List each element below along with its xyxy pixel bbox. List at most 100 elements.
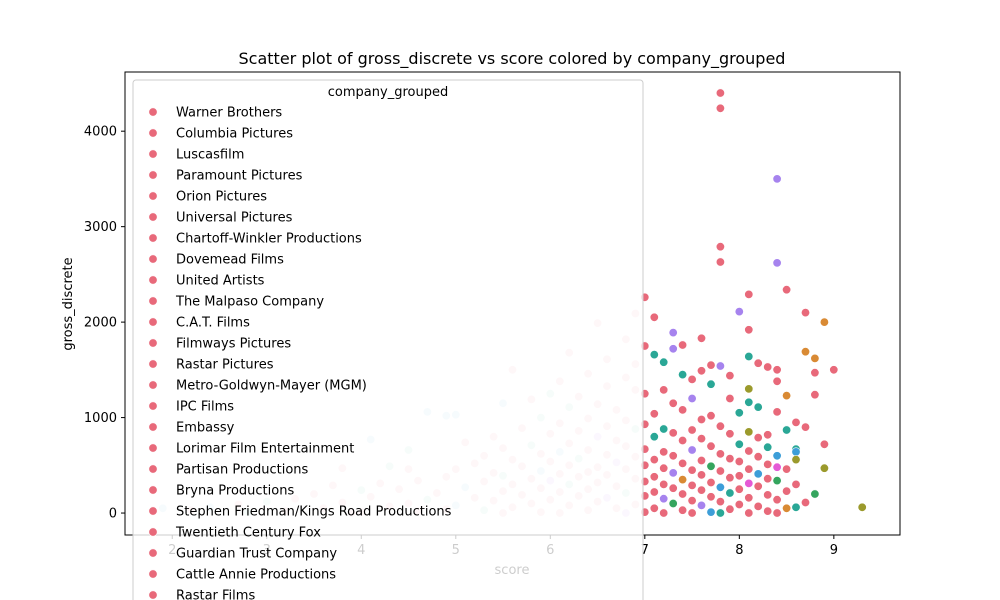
data-point [744, 289, 754, 299]
legend-marker [148, 590, 158, 600]
data-point [725, 504, 735, 514]
data-point [687, 425, 697, 435]
legend-entry-label: Cattle Annie Productions [176, 568, 336, 583]
data-point [791, 455, 801, 465]
legend-marker [148, 107, 158, 117]
data-point [810, 368, 820, 378]
data-point [715, 466, 725, 476]
data-point [772, 258, 782, 268]
y-tick-label: 3000 [84, 220, 117, 235]
data-point [791, 447, 801, 457]
data-point [734, 408, 744, 418]
legend-entry-label: Chartoff-Winkler Productions [176, 232, 362, 247]
data-point [810, 353, 820, 363]
data-point [715, 88, 725, 98]
data-point [649, 487, 659, 497]
data-point [800, 347, 810, 357]
data-point [715, 497, 725, 507]
data-point [744, 325, 754, 335]
legend-entry-label: Partisan Productions [176, 463, 309, 478]
data-point [715, 421, 725, 431]
legend-marker [148, 359, 158, 369]
data-point [800, 497, 810, 507]
legend-entry-label: Stephen Friedman/Kings Road Productions [176, 505, 452, 520]
data-point [819, 463, 829, 473]
data-point [744, 446, 754, 456]
y-tick-label: 0 [109, 507, 117, 522]
legend-marker [148, 149, 158, 159]
chart-title: Scatter plot of gross_discrete vs score … [239, 49, 786, 69]
data-point [782, 503, 792, 513]
legend-marker [148, 296, 158, 306]
data-point [659, 494, 669, 504]
data-point [753, 402, 763, 412]
data-point [734, 456, 744, 466]
legend-marker [148, 338, 158, 348]
data-point [706, 461, 716, 471]
x-tick-label: 7 [641, 543, 649, 558]
data-point [715, 482, 725, 492]
data-point [668, 344, 678, 354]
legend-entry-label: Rastar Pictures [176, 358, 274, 373]
data-point [696, 470, 706, 480]
legend-marker [148, 191, 158, 201]
legend-marker [148, 254, 158, 264]
legend-marker [148, 548, 158, 558]
data-point [687, 445, 697, 455]
legend-marker [148, 317, 158, 327]
data-point [725, 393, 735, 403]
legend-title: company_grouped [328, 85, 448, 100]
data-point [734, 499, 744, 509]
data-point [659, 424, 669, 434]
data-point [782, 391, 792, 401]
legend-entry-label: Universal Pictures [176, 211, 293, 226]
data-point [687, 465, 697, 475]
data-point [659, 508, 669, 518]
data-point [763, 430, 773, 440]
legend-box [132, 79, 644, 600]
x-tick-label: 8 [735, 543, 743, 558]
data-point [725, 454, 735, 464]
data-point [791, 417, 801, 427]
data-point [687, 393, 697, 403]
data-point [772, 365, 782, 375]
y-tick-label: 4000 [84, 125, 117, 140]
data-point [772, 476, 782, 486]
data-point [810, 489, 820, 499]
data-point [763, 474, 773, 484]
legend-entry-label: Twentieth Century Fox [175, 526, 321, 541]
data-point [649, 432, 659, 442]
data-point [782, 285, 792, 295]
data-point [725, 429, 735, 439]
data-point [772, 376, 782, 386]
data-point [678, 405, 688, 415]
x-tick-label: 9 [830, 543, 838, 558]
data-point [763, 442, 773, 452]
data-point [706, 507, 716, 517]
data-point [678, 370, 688, 380]
legend-entry-label: Guardian Trust Company [176, 547, 337, 562]
data-point [668, 398, 678, 408]
data-point [734, 471, 744, 481]
data-point [706, 379, 716, 389]
data-point [659, 463, 669, 473]
data-point [678, 475, 688, 485]
data-point [772, 508, 782, 518]
data-point [678, 489, 688, 499]
legend-entry-label: Metro-Goldwyn-Mayer (MGM) [176, 379, 367, 394]
data-point [763, 506, 773, 516]
data-point [772, 407, 782, 417]
data-point [791, 502, 801, 512]
data-point [715, 103, 725, 113]
data-point [715, 508, 725, 518]
data-point [763, 362, 773, 372]
data-point [668, 468, 678, 478]
data-point [668, 498, 678, 508]
data-point [744, 478, 754, 488]
data-point [800, 308, 810, 318]
data-point [715, 242, 725, 252]
data-point [753, 481, 763, 491]
legend-marker [148, 485, 158, 495]
data-point [763, 490, 773, 500]
data-point [678, 340, 688, 350]
